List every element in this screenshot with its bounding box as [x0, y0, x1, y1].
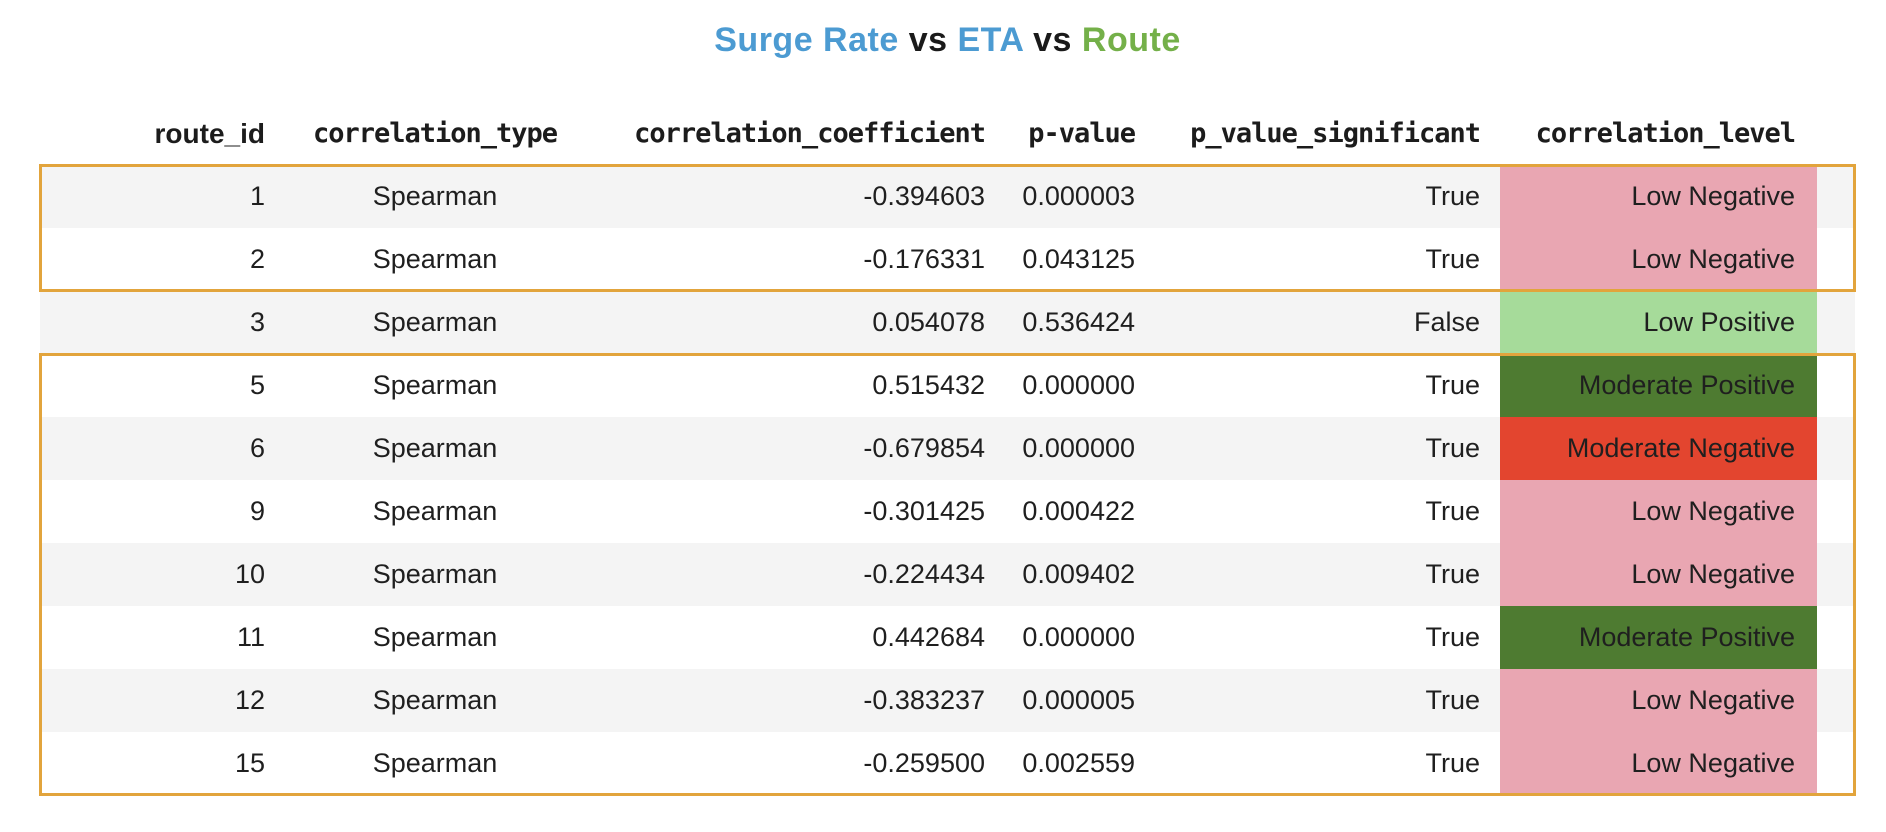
cell-correlation-coefficient: -0.383237 — [863, 684, 985, 715]
cell-correlation-coefficient: 0.442684 — [872, 621, 985, 652]
cell-correlation-coefficient: -0.301425 — [863, 495, 985, 526]
cell-route-id: 5 — [249, 369, 265, 400]
column-header-correlation-coefficient: correlation_coefficient — [634, 118, 986, 150]
cell-correlation-level: Low Negative — [1500, 479, 1817, 543]
column-header-correlation-type: correlation_type — [312, 118, 558, 150]
cell-correlation-coefficient: 0.515432 — [872, 369, 985, 400]
column-header-correlation-level: correlation_level — [1535, 118, 1796, 150]
cell-p-value-significant: True — [1425, 369, 1480, 400]
cell-correlation-coefficient: -0.394603 — [863, 180, 985, 211]
table-row: 2 Spearman -0.176331 0.043125 True Low Negati… — [40, 227, 1855, 291]
title-part: Surge Rate — [714, 21, 899, 59]
cell-p-value: 0.000000 — [1022, 432, 1135, 463]
table-row: 3 Spearman 0.054078 0.536424 False Low Positi… — [40, 290, 1855, 354]
cell-route-id: 2 — [249, 243, 265, 274]
table-body: 1 Spearman -0.394603 0.000003 True Low Negati… — [39, 163, 1856, 796]
cell-correlation-type: Spearman — [372, 306, 498, 337]
cell-correlation-type: Spearman — [372, 684, 498, 715]
cell-p-value-significant: True — [1425, 558, 1480, 589]
cell-correlation-type: Spearman — [372, 558, 498, 589]
table-row: 9 Spearman -0.301425 0.000422 True Low Negati… — [40, 479, 1855, 543]
cell-p-value: 0.002559 — [1022, 747, 1135, 778]
cell-route-id: 12 — [234, 684, 265, 715]
cell-correlation-coefficient: -0.679854 — [863, 432, 985, 463]
cell-correlation-coefficient: -0.224434 — [863, 558, 985, 589]
cell-p-value: 0.043125 — [1022, 243, 1135, 274]
page-title: Surge Rate vs ETA vs Route — [40, 0, 1855, 61]
cell-correlation-level: Low Negative — [1500, 668, 1817, 732]
title-part: ETA — [957, 21, 1024, 59]
cell-correlation-coefficient: -0.259500 — [863, 747, 985, 778]
cell-correlation-level: Moderate Positive — [1500, 605, 1817, 669]
cell-p-value-significant: True — [1425, 180, 1480, 211]
cell-correlation-coefficient: 0.054078 — [872, 306, 985, 337]
cell-route-id: 9 — [249, 495, 265, 526]
cell-p-value: 0.000000 — [1022, 369, 1135, 400]
cell-correlation-type: Spearman — [372, 621, 498, 652]
cell-correlation-type: Spearman — [372, 243, 498, 274]
highlight-group-1: 1 Spearman -0.394603 0.000003 True Low Negati… — [39, 163, 1856, 292]
title-part: vs — [1023, 21, 1082, 59]
cell-correlation-level: Moderate Positive — [1500, 353, 1817, 417]
title-part: Route — [1081, 21, 1181, 59]
column-header-p-value-significant: p_value_significant — [1190, 118, 1481, 150]
table-row: 10 Spearman -0.224434 0.009402 True Low Negat… — [40, 542, 1855, 606]
correlation-table: route_id correlation_type correlation_co… — [39, 103, 1856, 796]
cell-p-value: 0.000000 — [1022, 621, 1135, 652]
column-header-route-id: route_id — [154, 117, 265, 149]
cell-route-id: 11 — [236, 621, 265, 652]
cell-p-value: 0.000005 — [1022, 684, 1135, 715]
cell-route-id: 3 — [249, 306, 265, 337]
cell-correlation-type: Spearman — [372, 495, 498, 526]
highlight-group-2: 5 Spearman 0.515432 0.000000 True Moderate Po… — [39, 352, 1856, 796]
cell-correlation-level: Low Positive — [1500, 290, 1817, 354]
cell-correlation-type: Spearman — [372, 369, 498, 400]
cell-p-value-significant: True — [1425, 432, 1480, 463]
cell-route-id: 6 — [249, 432, 265, 463]
cell-p-value-significant: True — [1425, 684, 1480, 715]
table-row: 6 Spearman -0.679854 0.000000 True Moderate N… — [40, 416, 1855, 480]
cell-route-id: 15 — [234, 747, 265, 778]
table-row: 5 Spearman 0.515432 0.000000 True Moderate Po… — [40, 353, 1855, 417]
cell-p-value-significant: True — [1425, 747, 1480, 778]
cell-correlation-type: Spearman — [372, 180, 498, 211]
cell-route-id: 10 — [234, 558, 265, 589]
cell-correlation-level: Low Negative — [1500, 731, 1817, 795]
cell-p-value: 0.536424 — [1022, 306, 1135, 337]
column-header-p-value: p-value — [1028, 118, 1136, 150]
table-row: 12 Spearman -0.383237 0.000005 True Low Negat… — [40, 668, 1855, 732]
cell-route-id: 1 — [249, 180, 265, 211]
cell-correlation-level: Moderate Negative — [1500, 416, 1817, 480]
cell-p-value-significant: True — [1425, 243, 1480, 274]
cell-p-value-significant: True — [1425, 621, 1480, 652]
cell-correlation-level: Low Negative — [1500, 542, 1817, 606]
table-row: 15 Spearman -0.259500 0.002559 True Low Negat… — [40, 731, 1855, 795]
cell-p-value-significant: False — [1413, 306, 1480, 337]
cell-correlation-level: Low Negative — [1500, 227, 1817, 291]
table-header-row: route_id correlation_type correlation_co… — [40, 103, 1855, 165]
cell-p-value-significant: True — [1425, 495, 1480, 526]
title-part: vs — [898, 21, 958, 59]
cell-correlation-type: Spearman — [372, 432, 498, 463]
cell-correlation-coefficient: -0.176331 — [863, 243, 985, 274]
cell-correlation-level: Low Negative — [1500, 164, 1817, 228]
cell-p-value: 0.009402 — [1022, 558, 1135, 589]
cell-p-value: 0.000003 — [1022, 180, 1135, 211]
table-row: 1 Spearman -0.394603 0.000003 True Low Negati… — [40, 164, 1855, 228]
cell-correlation-type: Spearman — [372, 747, 498, 778]
cell-p-value: 0.000422 — [1022, 495, 1135, 526]
table-row: 11 Spearman 0.442684 0.000000 True Moderate P… — [40, 605, 1855, 669]
